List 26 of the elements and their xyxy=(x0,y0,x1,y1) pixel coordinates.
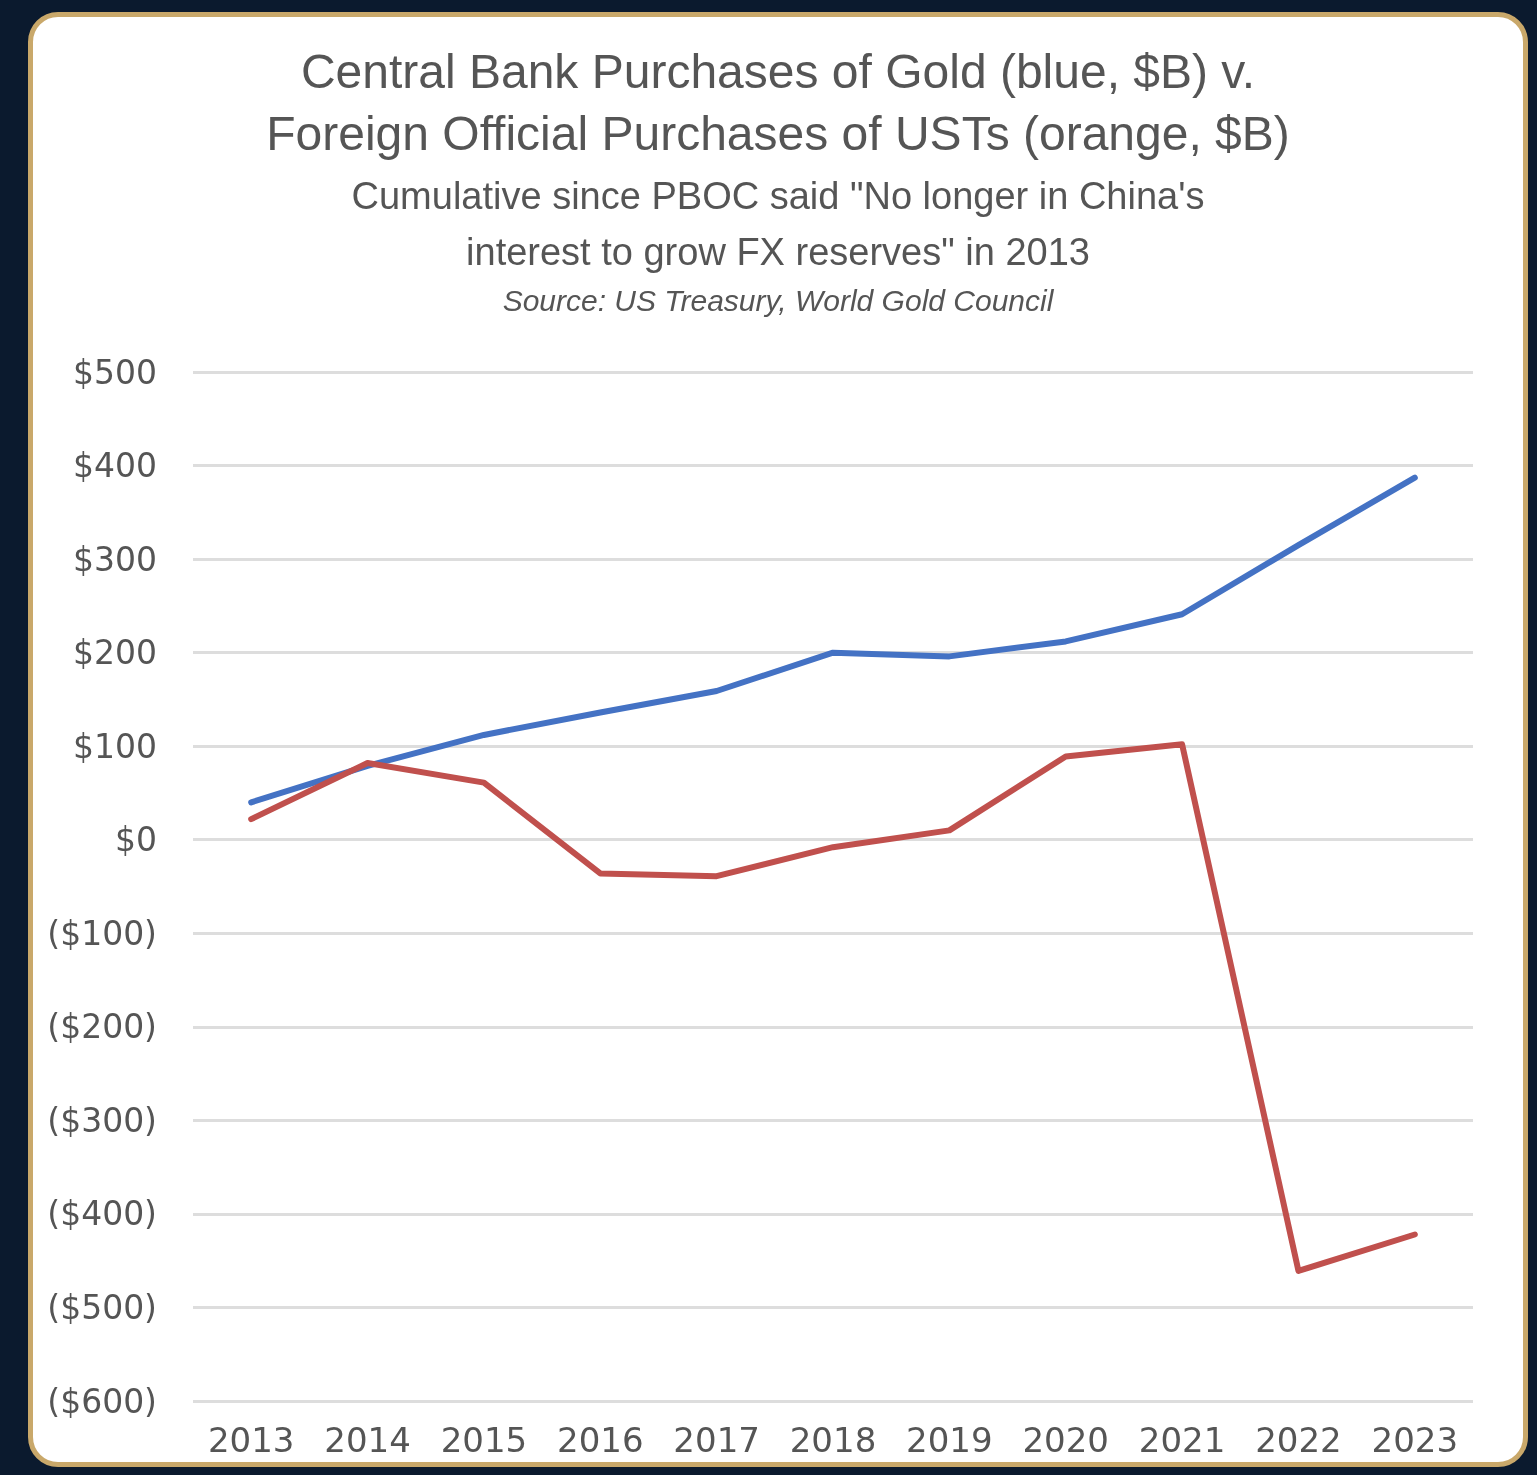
y-tick-label: ($200) xyxy=(47,1007,157,1047)
x-tick-label: 2019 xyxy=(906,1420,993,1460)
chart-title: Central Bank Purchases of Gold (blue, $B) v. Foreign Official Purchases of USTs (orange, $B) xyxy=(266,44,1290,160)
y-tick-label: $500 xyxy=(73,352,157,392)
x-tick-label: 2016 xyxy=(557,1420,644,1460)
y-tick-label: $100 xyxy=(73,726,157,766)
y-tick-label: $200 xyxy=(73,633,157,673)
y-tick-label: $0 xyxy=(115,820,157,860)
x-tick-label: 2020 xyxy=(1022,1420,1109,1460)
x-tick-label: 2021 xyxy=(1138,1420,1226,1460)
y-tick-label: $400 xyxy=(73,446,157,486)
x-tick-label: 2018 xyxy=(789,1420,877,1460)
x-tick-label: 2014 xyxy=(324,1420,411,1460)
y-tick-label: ($600) xyxy=(47,1381,157,1421)
x-tick-label: 2017 xyxy=(673,1420,760,1460)
y-tick-label: ($400) xyxy=(47,1194,157,1234)
y-tick-label: ($500) xyxy=(47,1287,157,1327)
x-tick-label: 2013 xyxy=(207,1420,295,1460)
y-tick-label: ($300) xyxy=(47,1100,157,1140)
y-tick-label: $300 xyxy=(73,539,157,579)
chart-subtitle: Cumulative since PBOC said "No longer in China's interest to grow FX reserves" in 2013 xyxy=(351,175,1205,273)
x-tick-label: 2022 xyxy=(1255,1420,1342,1460)
y-tick-label: ($100) xyxy=(47,913,157,953)
x-tick-label: 2023 xyxy=(1371,1420,1459,1460)
source-note: Source: US Treasury, World Gold Council xyxy=(502,283,1055,317)
x-tick-label: 2015 xyxy=(440,1420,528,1460)
